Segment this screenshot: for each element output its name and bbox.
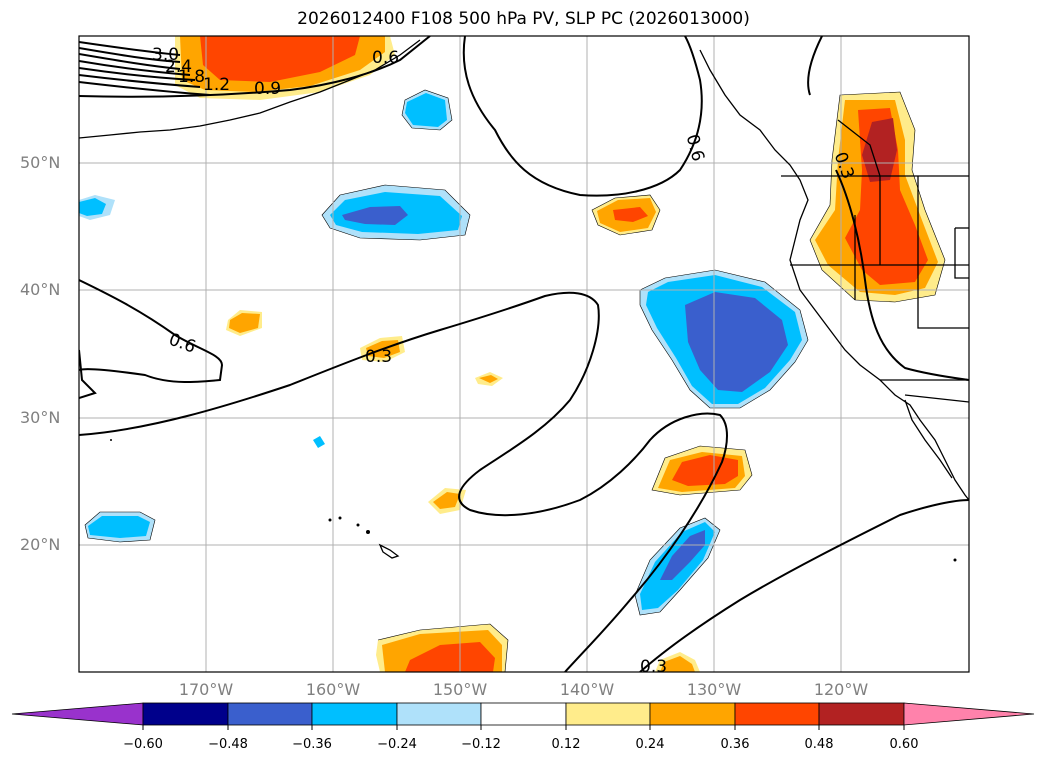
pv-positive-anomalies bbox=[175, 36, 945, 672]
colorbar-tick-label: 0.36 bbox=[720, 737, 750, 752]
lon-label: 120°W bbox=[813, 680, 869, 699]
colorbar-tick-label: −0.48 bbox=[208, 737, 248, 752]
contour-label: 1.2 bbox=[203, 75, 230, 95]
slp-contours bbox=[79, 36, 969, 672]
colorbar bbox=[11, 702, 1035, 730]
lat-label: 40°N bbox=[20, 280, 61, 299]
colorbar-bin bbox=[480, 702, 567, 726]
lat-label: 20°N bbox=[20, 535, 61, 554]
lon-label: 150°W bbox=[432, 680, 488, 699]
colorbar-extend-low bbox=[11, 702, 144, 726]
colorbar-bin bbox=[142, 702, 229, 726]
contour-label: 0.6 bbox=[372, 48, 399, 68]
colorbar-tick-label: −0.24 bbox=[377, 737, 417, 752]
contour-label: 2.4 bbox=[165, 57, 192, 77]
pv-negative-anomalies bbox=[79, 90, 808, 615]
map-panel: 3.0 2.4 1.8 1.2 0.9 0.6 0.6 0.6 0.3 0.3 … bbox=[79, 36, 969, 677]
anomaly-outlines bbox=[84, 89, 946, 672]
contour-label: 3.0 bbox=[152, 45, 179, 65]
colorbar-bin bbox=[734, 702, 820, 726]
colorbar-tick-label: −0.60 bbox=[123, 737, 163, 752]
colorbar-bin bbox=[565, 702, 651, 726]
lon-label: 170°W bbox=[178, 680, 234, 699]
lat-label: 50°N bbox=[20, 153, 61, 172]
colorbar-tick-label: 0.48 bbox=[804, 737, 834, 752]
lon-label: 140°W bbox=[559, 680, 615, 699]
map-frame bbox=[78, 35, 970, 673]
contour-label: 0.3 bbox=[365, 347, 392, 367]
contour-label: 0.3 bbox=[640, 657, 667, 677]
colorbar-tick-label: −0.12 bbox=[461, 737, 501, 752]
colorbar-bin bbox=[311, 702, 398, 726]
colorbar-extend-high bbox=[903, 702, 1035, 726]
colorbar-tick-label: −0.36 bbox=[292, 737, 332, 752]
lon-label: 130°W bbox=[686, 680, 742, 699]
colorbar-tick-label: 0.60 bbox=[889, 737, 919, 752]
map-title: 2026012400 F108 500 hPa PV, SLP PC (2026… bbox=[297, 9, 750, 29]
coastlines bbox=[79, 39, 969, 559]
colorbar-bin bbox=[649, 702, 736, 726]
contour-label: 0.9 bbox=[254, 79, 281, 99]
colorbar-tick-label: 0.12 bbox=[551, 737, 581, 752]
lon-label: 160°W bbox=[305, 680, 361, 699]
colorbar-bin bbox=[396, 702, 482, 726]
islands bbox=[110, 439, 957, 562]
colorbar-bin bbox=[227, 702, 313, 726]
contour-label: 1.8 bbox=[178, 67, 205, 87]
gridlines bbox=[79, 36, 969, 672]
lat-label: 30°N bbox=[20, 408, 61, 427]
colorbar-bin bbox=[818, 702, 905, 726]
colorbar-tick-label: 0.24 bbox=[635, 737, 665, 752]
